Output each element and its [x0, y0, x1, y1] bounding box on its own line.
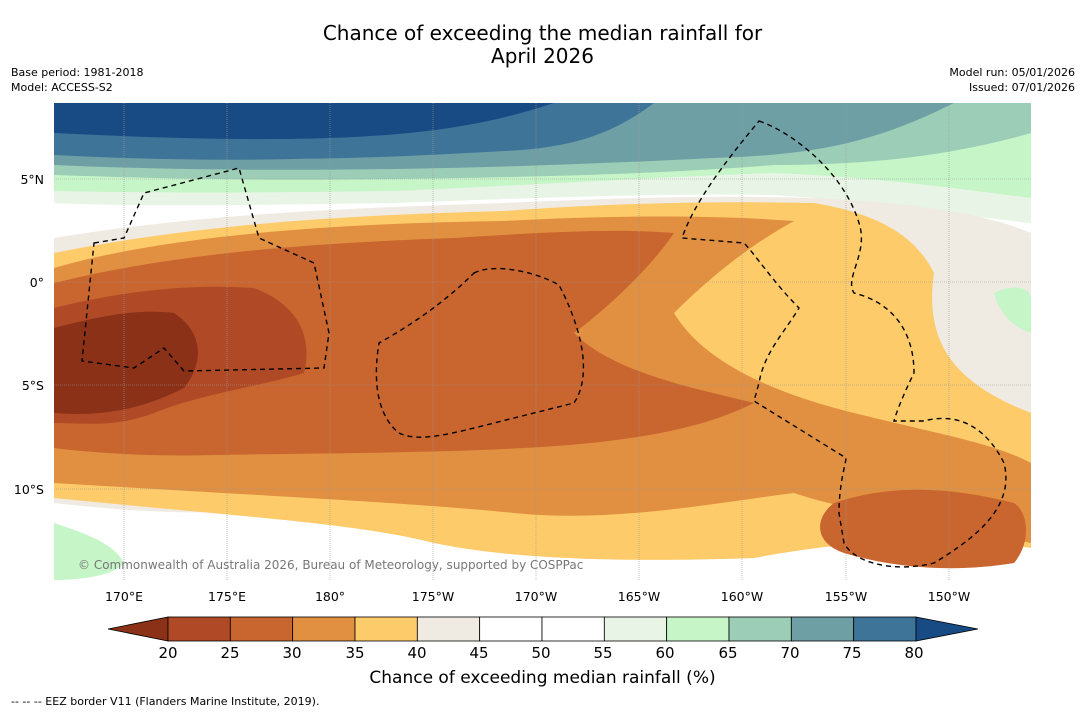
issued-text: Issued: 07/01/2026 — [968, 81, 1075, 94]
colorbar-swatch — [479, 616, 543, 642]
lon-label-175w: 175°W — [411, 589, 455, 604]
colorbar-swatch — [853, 616, 917, 642]
lon-label-150w: 150°W — [927, 589, 971, 604]
band-sw-orange — [820, 489, 1027, 569]
band-sw-green — [54, 523, 124, 580]
colorbar-tick: 40 — [407, 644, 427, 662]
title-line-2: April 2026 — [491, 44, 594, 68]
band-20 — [54, 311, 198, 414]
colorbar — [108, 616, 978, 642]
colorbar-swatch — [229, 616, 294, 642]
band-85 — [54, 103, 554, 140]
lon-label-155w: 155°W — [824, 589, 868, 604]
rainfall-map — [54, 103, 1031, 580]
graticule — [54, 103, 1031, 580]
copyright-text: © Commonwealth of Australia 2026, Bureau… — [78, 558, 584, 572]
eez-footnote: -- -- -- EEZ border V11 (Flanders Marine… — [11, 695, 320, 708]
colorbar-tick: 35 — [345, 644, 365, 662]
colorbar-tick: 55 — [593, 644, 613, 662]
colorbar-tick: 65 — [718, 644, 738, 662]
colorbar-tick: 20 — [158, 644, 178, 662]
lon-label-180: 180° — [314, 589, 346, 604]
lat-label-0: 0° — [29, 275, 44, 290]
lon-label-175e: 175°E — [207, 589, 246, 604]
colorbar-swatch — [666, 616, 730, 642]
base-period-text: Base period: 1981-2018 — [11, 66, 144, 79]
colorbar-swatch — [728, 616, 792, 642]
colorbar-tick: 60 — [655, 644, 675, 662]
colorbar-tick: 45 — [469, 644, 489, 662]
lon-label-170w: 170°W — [514, 589, 558, 604]
lat-label-10s: 10°S — [13, 482, 44, 497]
colorbar-tick: 50 — [531, 644, 551, 662]
colorbar-swatch — [603, 616, 668, 642]
colorbar-label: Chance of exceeding median rainfall (%) — [369, 668, 716, 688]
lat-label-5n: 5°N — [20, 172, 44, 187]
chart-title: Chance of exceeding the median rainfall … — [0, 22, 1085, 68]
colorbar-swatch — [541, 616, 605, 642]
band-e-green — [994, 287, 1031, 333]
lon-label-160w: 160°W — [720, 589, 764, 604]
model-run-text: Model run: 05/01/2026 — [949, 66, 1075, 79]
lat-label-5s: 5°S — [21, 378, 44, 393]
colorbar-swatch — [790, 616, 855, 642]
map-canvas — [54, 103, 1031, 580]
colorbar-tick: 70 — [780, 644, 800, 662]
colorbar-swatch — [292, 616, 356, 642]
colorbar-swatch — [354, 616, 418, 642]
colorbar-swatch — [167, 616, 231, 642]
lon-label-170e: 170°E — [104, 589, 143, 604]
title-line-1: Chance of exceeding the median rainfall … — [322, 21, 763, 45]
colorbar-tick: 80 — [904, 644, 924, 662]
colorbar-extend-high — [915, 616, 978, 642]
colorbar-extend-low — [108, 616, 169, 642]
model-text: Model: ACCESS-S2 — [11, 81, 113, 94]
colorbar-tick: 25 — [220, 644, 240, 662]
colorbar-tick: 30 — [282, 644, 302, 662]
colorbar-swatch — [416, 616, 481, 642]
eez-borders — [81, 120, 1007, 568]
colorbar-tick: 75 — [842, 644, 862, 662]
lon-label-165w: 165°W — [617, 589, 661, 604]
meta-right: Model run: 05/01/2026 Issued: 07/01/2026 — [949, 65, 1075, 95]
colorbar-swatches — [108, 616, 978, 642]
meta-left: Base period: 1981-2018 Model: ACCESS-S2 — [11, 65, 143, 95]
